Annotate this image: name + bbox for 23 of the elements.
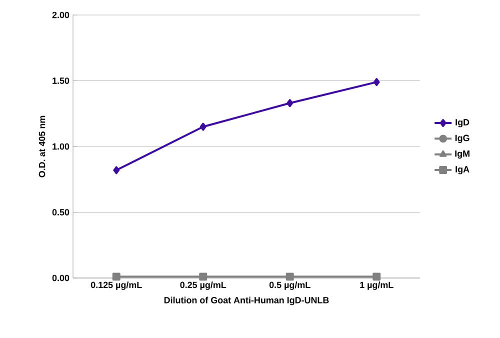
- point: [112, 272, 120, 281]
- legend-label: IgD: [456, 119, 470, 128]
- y-tick-label: 0.50: [52, 209, 70, 216]
- y-tick-label: 1.00: [52, 143, 70, 150]
- x-tick-label: 0.25 µg/mL: [180, 282, 226, 290]
- x-tick-label: 0.125 µg/mL: [90, 282, 142, 290]
- point: [373, 78, 380, 86]
- legend-label: IgM: [455, 150, 470, 159]
- legend-label: IgG: [455, 134, 470, 143]
- y-tick-label: 1.50: [52, 78, 70, 84]
- point: [286, 272, 294, 281]
- point: [200, 122, 206, 131]
- x-tick-label: 1 µg/mL: [360, 282, 394, 290]
- point: [286, 99, 294, 108]
- legend-label: IgA: [456, 166, 470, 174]
- y-axis-title: O.D. at 405 nm: [38, 116, 46, 178]
- x-axis-title: Dilution of Goat Anti-Human IgD-UNLB: [164, 296, 329, 306]
- x-tick-label: 0.5 µg/mL: [269, 282, 310, 290]
- point: [372, 272, 381, 281]
- y-tick-label: 2.00: [52, 12, 70, 18]
- point: [199, 272, 208, 281]
- point: [113, 166, 120, 174]
- y-tick-label: 0.00: [52, 274, 70, 282]
